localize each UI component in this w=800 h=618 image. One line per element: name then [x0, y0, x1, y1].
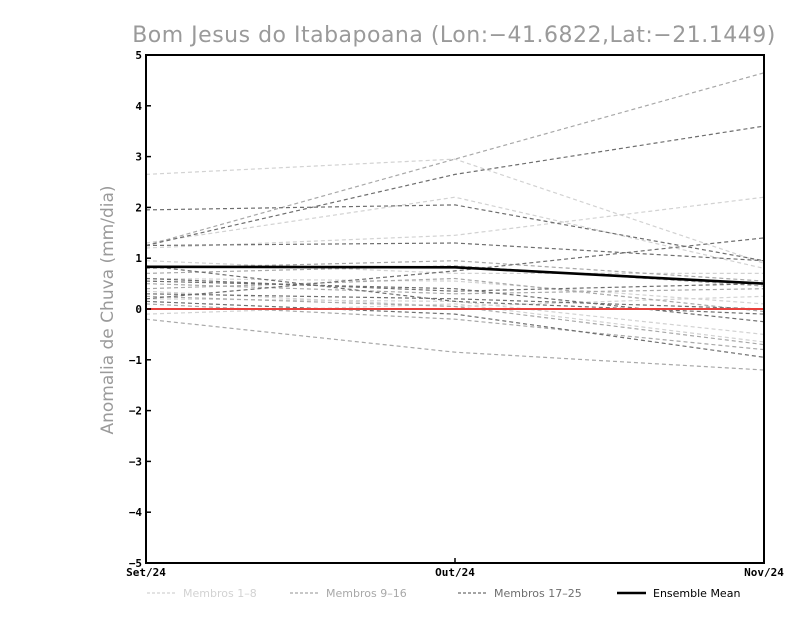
member-line-16 [145, 265, 765, 287]
ensemble-mean-line [145, 265, 765, 285]
x-tick-label: Out/24 [435, 566, 475, 579]
member-line-17 [145, 204, 765, 262]
series-layer [145, 72, 765, 371]
legend-label: Membros 1–8 [183, 587, 257, 600]
y-tick-label: 4 [135, 100, 142, 113]
member-line-19 [145, 242, 765, 262]
y-tick-label: −3 [129, 455, 142, 468]
y-tick-label: −1 [129, 354, 143, 367]
member-line-14 [145, 303, 765, 351]
chart-title: Bom Jesus do Itabapoana (Lon:−41.6822,La… [132, 23, 776, 48]
member-line-13 [145, 318, 765, 371]
member-line-10 [145, 260, 765, 282]
member-line-7 [145, 303, 765, 343]
member-line-23 [145, 300, 765, 358]
x-tick-label: Set/24 [126, 566, 166, 579]
member-line-20 [145, 237, 765, 300]
member-line-24 [145, 277, 765, 292]
legend-label: Membros 9–16 [326, 587, 407, 600]
legend: Membros 1–8 Membros 9–16 Membros 17–25 Ense… [147, 587, 740, 600]
y-tick-label: 2 [135, 201, 142, 214]
y-tick-label: −5 [129, 557, 142, 570]
member-line-18 [145, 125, 765, 247]
y-tick-label: −2 [129, 405, 142, 418]
x-ticks: Set/24 Out/24 Nov/24 [126, 558, 784, 579]
member-line-3 [145, 196, 765, 249]
member-line-22 [145, 265, 765, 315]
y-tick-label: 5 [135, 49, 142, 62]
y-tick-label: 1 [135, 252, 142, 265]
member-line-11 [145, 283, 765, 295]
member-line-25 [145, 293, 765, 310]
legend-label: Membros 17–25 [494, 587, 582, 600]
member-line-5 [145, 277, 765, 305]
y-axis-label: Anomalia de Chuva (mm/dia) [98, 185, 118, 434]
member-line-1 [145, 158, 765, 264]
member-line-21 [145, 280, 765, 323]
y-tick-label: 3 [135, 151, 142, 164]
y-tick-label: −4 [129, 506, 143, 519]
member-line-4 [145, 260, 764, 274]
y-tick-label: 0 [135, 303, 142, 316]
legend-label: Ensemble Mean [653, 587, 740, 600]
x-tick-label: Nov/24 [744, 566, 784, 579]
member-line-9 [145, 72, 765, 247]
member-line-15 [145, 277, 765, 313]
member-line-12 [145, 295, 765, 346]
y-ticks: −5 −4 −3 −2 −1 0 1 2 3 4 5 [129, 49, 151, 570]
